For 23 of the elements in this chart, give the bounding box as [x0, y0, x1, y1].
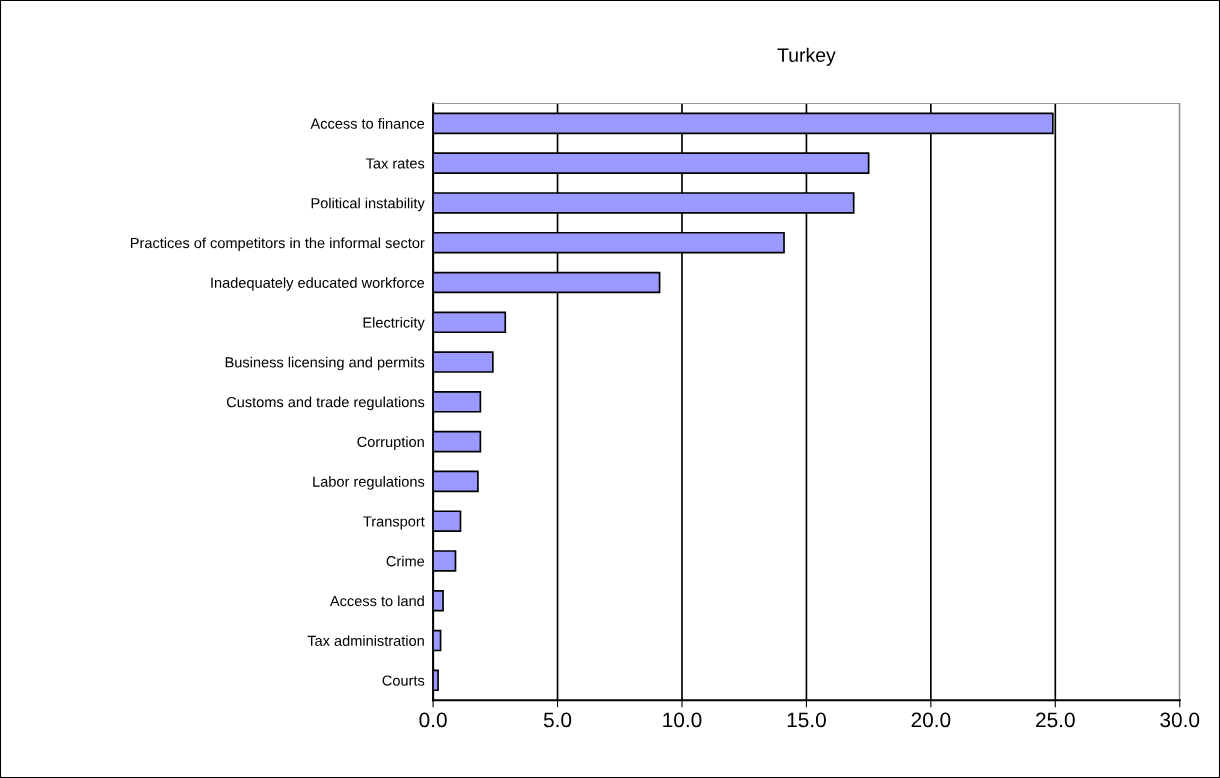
y-tick-label: Political instability — [311, 197, 425, 212]
y-tick-label: Corruption — [357, 436, 424, 450]
y-tick-label: Access to finance — [310, 118, 425, 129]
y-tick-label: Courts — [382, 675, 425, 686]
x-tick-label: 10.0 — [663, 712, 702, 728]
x-tick-label: 20.0 — [911, 712, 951, 728]
x-tick-label: 25.0 — [1036, 712, 1075, 728]
y-tick-label: Customs and trade regulations — [226, 396, 425, 411]
y-tick-label: Tax rates — [365, 158, 425, 169]
y-tick-label: Crime — [386, 555, 425, 567]
y-tick-label: Transport — [363, 516, 425, 530]
y-tick-label: Business licensing and permits — [225, 356, 425, 371]
chart-title: Turkey — [777, 47, 836, 66]
y-tick-label: Inadequately educated workforce — [211, 277, 425, 291]
y-tick-label: Access to land — [329, 595, 424, 607]
y-tick-label: Tax administration — [307, 635, 424, 646]
x-tick-label: 30.0 — [1160, 712, 1200, 728]
x-tick-label: 5.0 — [543, 712, 572, 728]
y-tick-label: Labor regulations — [313, 476, 425, 490]
y-tick-label: Electricity — [363, 316, 425, 331]
x-tick-label: 15.0 — [787, 712, 826, 728]
x-tick-label: 0.0 — [419, 712, 447, 728]
y-tick-label: Practices of competitors in the informal sector — [130, 237, 425, 252]
